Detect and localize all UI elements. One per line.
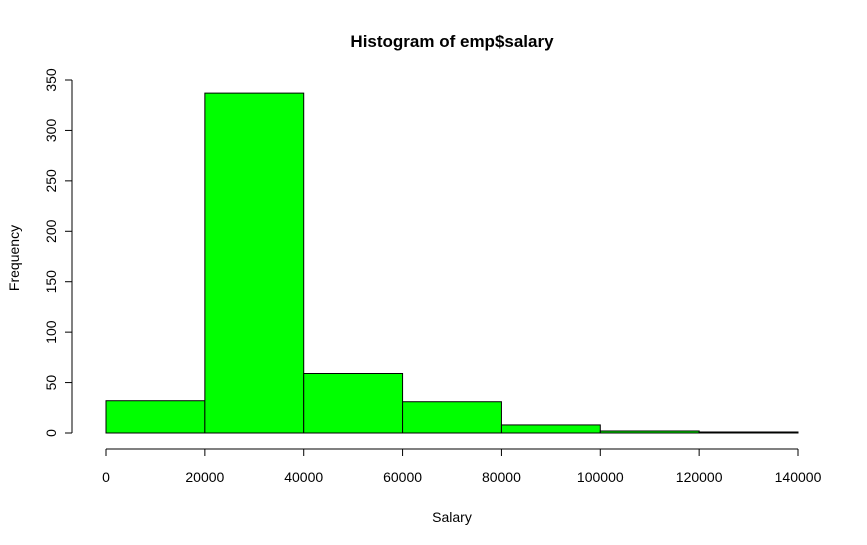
x-axis-label: Salary [432, 509, 472, 525]
chart-title: Histogram of emp$salary [350, 32, 554, 51]
histogram-bar [500, 424, 601, 434]
y-tick-label: 0 [43, 429, 59, 437]
histogram-bar [402, 401, 502, 434]
y-tick-label: 200 [43, 219, 59, 243]
x-tick-label: 20000 [185, 469, 224, 485]
y-tick-label: 350 [43, 68, 59, 92]
y-tick-label: 50 [43, 375, 59, 391]
x-tick-label: 100000 [577, 469, 624, 485]
y-tick-label: 150 [43, 270, 59, 294]
x-tick-label: 40000 [284, 469, 323, 485]
histogram-bar [204, 92, 305, 434]
y-axis: 0 50 100 150 200 250 300 350 [43, 68, 73, 437]
histogram-bar [303, 372, 404, 434]
x-tick-label: 120000 [676, 469, 723, 485]
y-tick-label: 250 [43, 169, 59, 193]
x-tick-label: 60000 [383, 469, 422, 485]
y-tick-label: 300 [43, 119, 59, 143]
histogram-bar [698, 431, 799, 434]
y-tick-label: 100 [43, 320, 59, 344]
x-tick-label: 140000 [775, 469, 822, 485]
x-tick-label: 0 [102, 469, 110, 485]
x-axis: 0 20000 40000 60000 80000 100000 120000 140000 [102, 448, 822, 485]
histogram-bar [599, 430, 700, 434]
y-axis-label: Frequency [6, 225, 22, 291]
histogram-bar [105, 400, 206, 434]
bars-group [105, 92, 799, 434]
x-tick-label: 80000 [482, 469, 521, 485]
